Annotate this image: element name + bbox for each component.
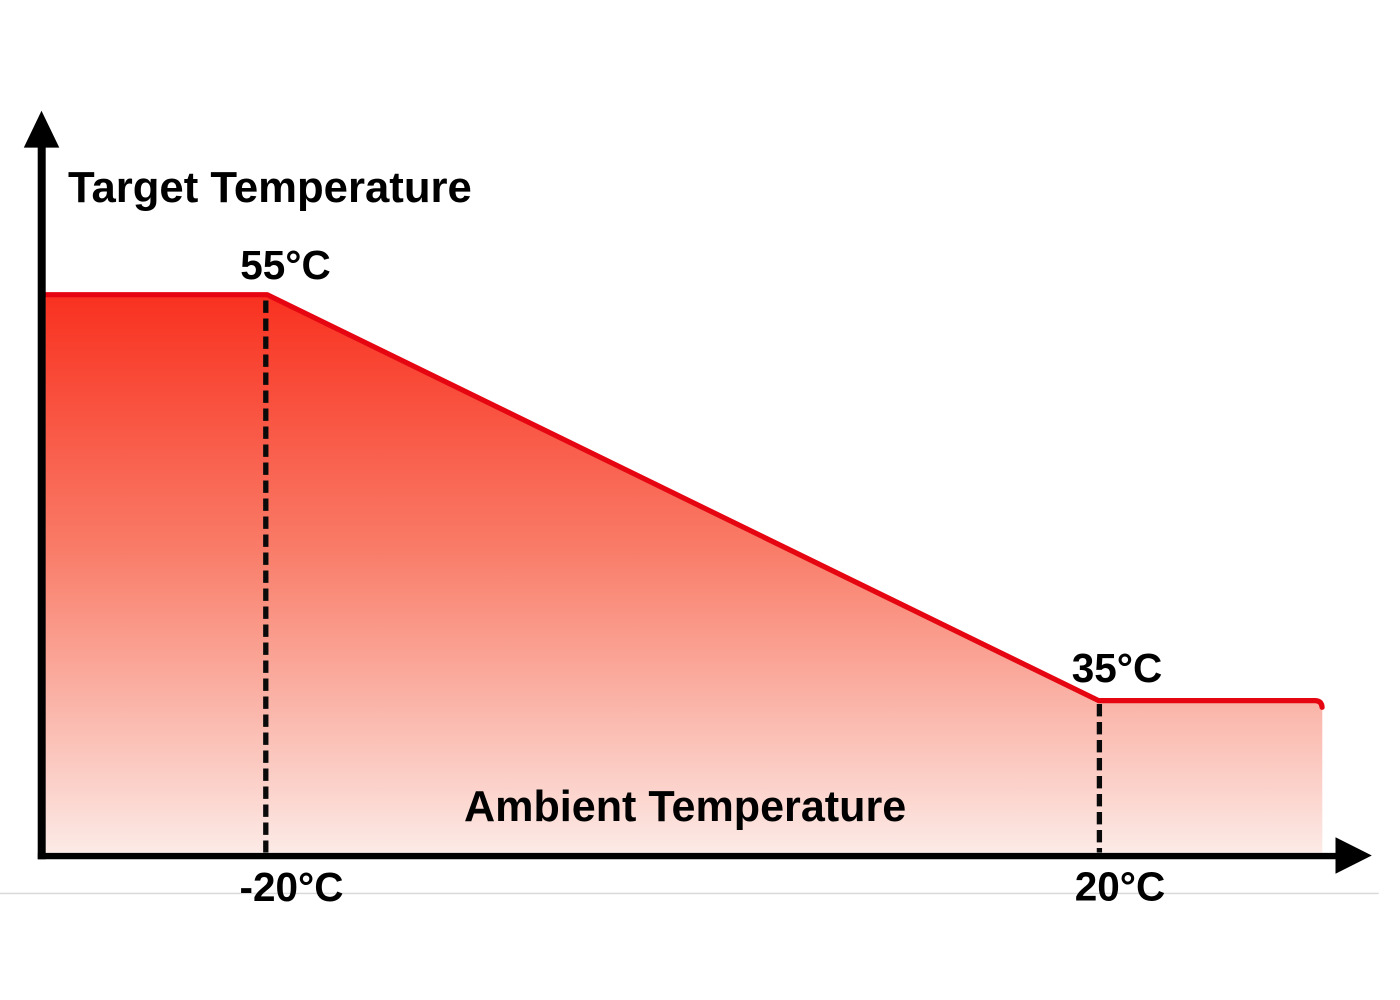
svg-text:35°C: 35°C <box>1072 645 1163 691</box>
svg-text:55°C: 55°C <box>240 242 331 288</box>
svg-text:20°C: 20°C <box>1075 864 1166 910</box>
svg-text:-20°C: -20°C <box>240 864 344 910</box>
svg-text:Target Temperature: Target Temperature <box>68 163 472 212</box>
svg-text:Ambient Temperature: Ambient Temperature <box>464 783 906 831</box>
